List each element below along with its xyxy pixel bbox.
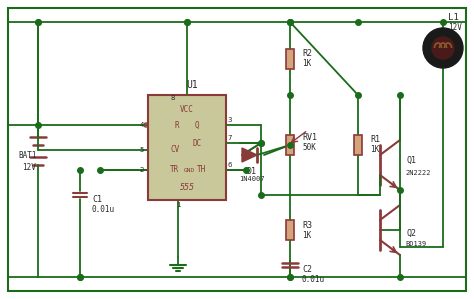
Text: Q1: Q1	[407, 155, 417, 164]
Text: L1: L1	[448, 13, 459, 22]
Text: U1: U1	[186, 80, 198, 90]
Text: GND: GND	[183, 167, 195, 173]
Circle shape	[432, 37, 454, 59]
Text: 4: 4	[140, 122, 144, 128]
Text: R: R	[175, 120, 179, 129]
Text: C2: C2	[302, 266, 312, 274]
FancyBboxPatch shape	[286, 220, 294, 240]
Text: 1: 1	[176, 202, 180, 208]
Text: BD139: BD139	[405, 241, 426, 247]
Text: 6: 6	[228, 162, 232, 168]
FancyBboxPatch shape	[286, 48, 294, 68]
Text: R3: R3	[302, 220, 312, 230]
Text: 50K: 50K	[302, 143, 316, 152]
Text: D1: D1	[247, 167, 257, 176]
Text: 7: 7	[228, 135, 232, 141]
Text: 5: 5	[140, 147, 144, 153]
FancyBboxPatch shape	[286, 135, 294, 155]
Text: 2: 2	[140, 167, 144, 173]
Text: 1K: 1K	[370, 146, 379, 155]
Text: TR: TR	[170, 166, 180, 175]
Circle shape	[423, 28, 463, 68]
Text: 1K: 1K	[302, 231, 311, 239]
Text: 8: 8	[171, 95, 175, 101]
Text: Q: Q	[195, 120, 199, 129]
Text: 555: 555	[180, 182, 194, 191]
Text: DC: DC	[192, 138, 201, 147]
Text: C1: C1	[92, 196, 102, 205]
Polygon shape	[242, 148, 257, 162]
Text: VCC: VCC	[180, 104, 194, 114]
FancyBboxPatch shape	[148, 95, 226, 200]
Text: 0.01u: 0.01u	[92, 205, 115, 213]
Text: 1N4007: 1N4007	[239, 176, 265, 182]
Text: R1: R1	[370, 135, 380, 144]
Text: Q2: Q2	[407, 228, 417, 237]
Text: CV: CV	[170, 146, 180, 155]
Text: 12V: 12V	[448, 24, 462, 33]
Text: RV1: RV1	[302, 132, 317, 141]
Text: 0.01u: 0.01u	[302, 274, 325, 283]
Text: 2N2222: 2N2222	[405, 170, 430, 176]
Text: 3: 3	[228, 117, 232, 123]
Text: 12V: 12V	[22, 162, 36, 172]
Text: BAT1: BAT1	[18, 150, 36, 159]
Text: R2: R2	[302, 49, 312, 58]
FancyBboxPatch shape	[354, 135, 362, 155]
Text: 1K: 1K	[302, 59, 311, 68]
Text: TH: TH	[197, 166, 207, 175]
